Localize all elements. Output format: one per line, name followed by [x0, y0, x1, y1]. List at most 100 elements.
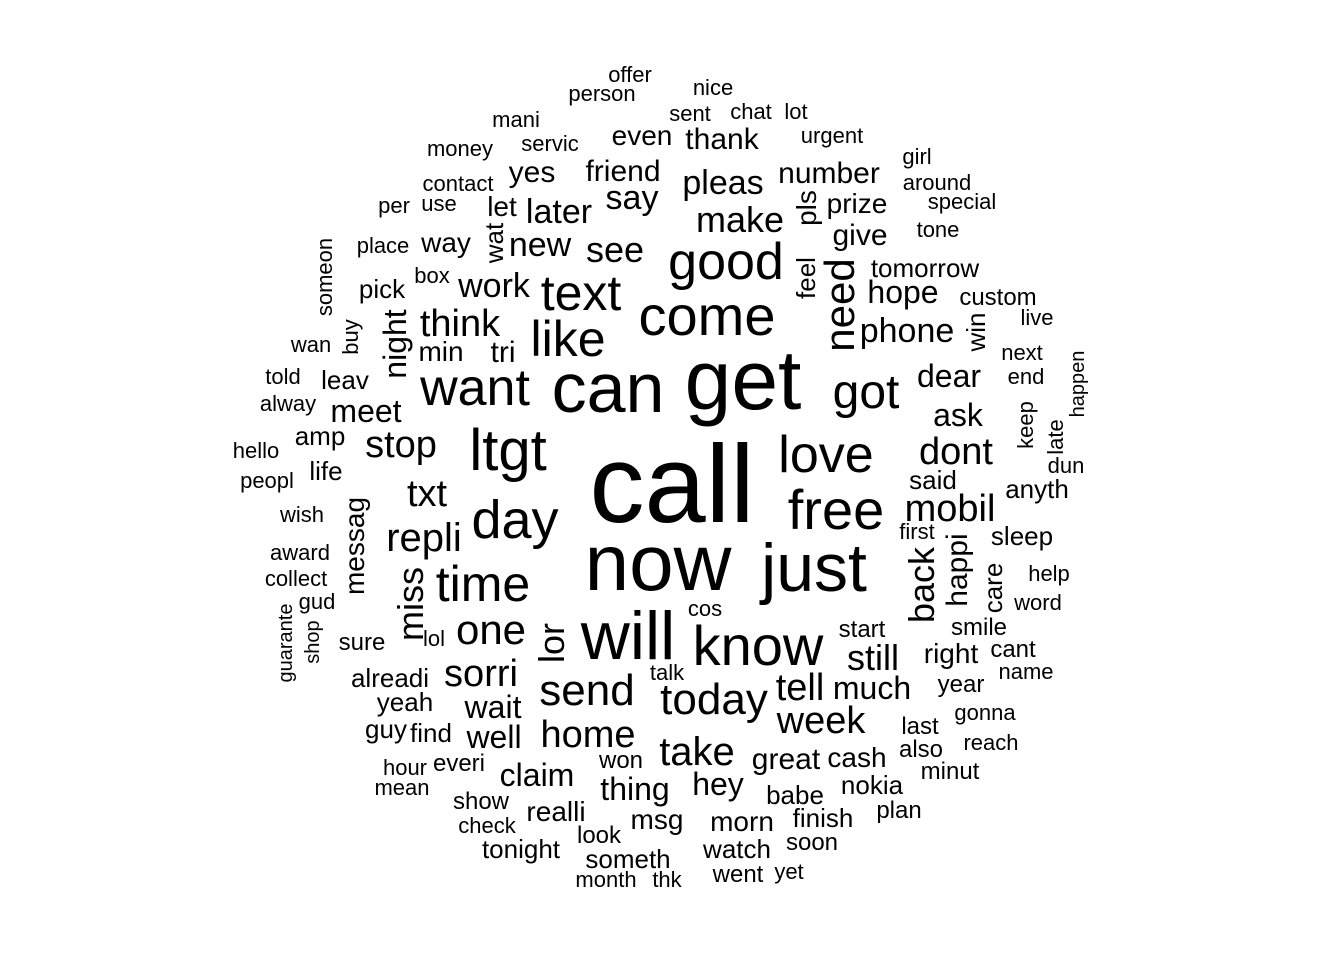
word-love: love — [778, 426, 874, 484]
word-babe: babe — [766, 780, 824, 810]
word-dear: dear — [916, 358, 982, 394]
word-box: box — [414, 263, 450, 288]
word-day: day — [471, 490, 559, 550]
word-make: make — [695, 199, 785, 240]
word-msg: msg — [630, 804, 684, 835]
word-night: night — [377, 309, 413, 379]
word-great: great — [751, 743, 821, 776]
word-reach: reach — [963, 730, 1019, 755]
word-take: take — [659, 730, 735, 774]
word-money: money — [426, 136, 494, 161]
word-win: win — [961, 312, 991, 352]
word-gud: gud — [298, 589, 336, 614]
word-check: check — [458, 813, 516, 838]
word-call: call — [589, 423, 755, 546]
word-txt: txt — [406, 473, 448, 515]
word-later: later — [525, 193, 593, 231]
word-someth: someth — [585, 844, 671, 874]
word-happen: happen — [1067, 350, 1089, 418]
word-collect: collect — [264, 566, 328, 591]
word-lor: lor — [531, 622, 572, 664]
word-everi: everi — [432, 750, 486, 777]
word-won: won — [598, 747, 644, 774]
word-show: show — [452, 788, 510, 815]
word-wait: wait — [464, 689, 522, 725]
word-still: still — [847, 637, 899, 678]
word-mobil: mobil — [904, 488, 996, 530]
word-min: min — [418, 336, 464, 367]
word-stop: stop — [365, 424, 437, 466]
word-plan: plan — [876, 797, 922, 824]
word-thk: thk — [652, 867, 682, 892]
word-end: end — [1007, 364, 1045, 389]
word-free: free — [787, 478, 885, 541]
word-next: next — [1001, 340, 1043, 365]
word-minut: minut — [920, 758, 980, 785]
word-hope: hope — [867, 274, 939, 310]
word-today: today — [660, 675, 768, 724]
word-offer: offer — [608, 62, 652, 87]
word-girl: girl — [902, 144, 932, 169]
word-dont: dont — [919, 431, 993, 473]
word-see: see — [585, 229, 645, 270]
word-use: use — [421, 191, 457, 216]
word-first: first — [899, 519, 935, 544]
word-also: also — [898, 736, 944, 763]
word-come: come — [638, 284, 776, 347]
word-messag: messag — [339, 496, 370, 596]
word-contact: contact — [422, 171, 494, 196]
word-sent: sent — [669, 101, 711, 126]
word-realli: realli — [526, 796, 586, 827]
word-phone: phone — [859, 312, 955, 350]
word-guy: guy — [365, 714, 407, 744]
word-cash: cash — [827, 742, 887, 773]
word-amp: amp — [294, 421, 346, 451]
word-work: work — [458, 267, 530, 305]
word-life: life — [309, 456, 343, 486]
word-guarante: guarante — [275, 603, 297, 683]
word-told: told — [265, 364, 301, 389]
word-much: much — [832, 670, 912, 706]
word-gonna: gonna — [954, 700, 1016, 725]
word-repli: repli — [386, 516, 462, 560]
word-just: just — [761, 530, 867, 606]
word-sure: sure — [338, 629, 386, 656]
word-shop: shop — [302, 620, 324, 664]
word-hour: hour — [382, 755, 428, 780]
word-send: send — [539, 666, 635, 715]
word-nokia: nokia — [840, 770, 904, 800]
word-thing: thing — [600, 771, 670, 807]
word-cos: cos — [687, 596, 723, 621]
word-buy: buy — [338, 319, 363, 355]
word-award: award — [270, 540, 330, 565]
word-like: like — [530, 311, 606, 367]
word-urgent: urgent — [800, 123, 864, 148]
word-can: can — [551, 349, 665, 427]
word-care: care — [978, 562, 1008, 614]
word-dun: dun — [1047, 453, 1085, 478]
word-special: special — [927, 189, 997, 214]
word-lot: lot — [784, 99, 808, 124]
word-per: per — [378, 193, 410, 218]
word-back: back — [901, 546, 942, 624]
word-servic: servic — [521, 131, 579, 156]
word-friend: friend — [585, 155, 661, 188]
word-anyth: anyth — [1005, 474, 1069, 504]
word-good: good — [668, 233, 784, 291]
word-sleep: sleep — [990, 521, 1054, 551]
word-peopl: peopl — [240, 468, 294, 493]
word-now: now — [584, 518, 732, 607]
word-pleas: pleas — [682, 164, 764, 202]
word-year: year — [937, 671, 985, 698]
word-tomorrow: tomorrow — [870, 253, 980, 283]
word-meet: meet — [330, 393, 402, 429]
word-think: think — [419, 303, 501, 345]
word-find: find — [410, 718, 452, 748]
word-morn: morn — [710, 806, 774, 837]
word-wish: wish — [279, 502, 325, 527]
word-pick: pick — [358, 274, 406, 304]
word-alreadi: alreadi — [350, 663, 430, 693]
word-ltgt: ltgt — [469, 418, 547, 483]
word-yes: yes — [508, 156, 556, 189]
word-nice: nice — [692, 75, 734, 100]
